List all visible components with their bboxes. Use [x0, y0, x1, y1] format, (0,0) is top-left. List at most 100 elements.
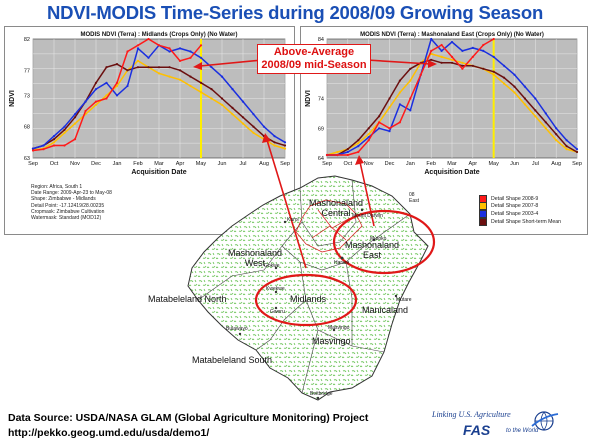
- x-tick-label: Oct: [344, 161, 353, 167]
- data-point: [157, 72, 161, 75]
- data-point: [168, 47, 171, 50]
- data-point: [513, 73, 516, 76]
- region-label: Midlands: [290, 294, 327, 304]
- data-point: [492, 73, 495, 76]
- x-tick-label: Dec: [385, 161, 395, 167]
- data-point: [157, 44, 161, 47]
- mashonaland-east-highlight: [332, 209, 436, 275]
- x-tick-label: Feb: [426, 161, 435, 167]
- x-tick-label: Jan: [406, 161, 415, 167]
- data-point: [565, 148, 568, 151]
- data-point: [440, 55, 443, 58]
- y-tick-label: 68: [24, 125, 30, 131]
- town-label: Gokwe: [264, 263, 280, 269]
- data-point: [147, 37, 150, 41]
- data-point: [105, 81, 108, 84]
- data-point: [378, 127, 381, 130]
- data-point: [388, 106, 391, 109]
- midlands-metadata: Region: Africa, South 1 Date Range: 2009…: [31, 184, 112, 221]
- data-point: [105, 97, 108, 100]
- data-point: [523, 103, 526, 106]
- y-tick-label: 82: [24, 37, 30, 43]
- province-borders: [197, 179, 411, 394]
- data-point: [252, 113, 255, 116]
- mashonaland-east-crop-outline: [295, 199, 363, 253]
- y-tick-label: 84: [318, 37, 324, 43]
- x-tick-label: Nov: [364, 161, 374, 167]
- data-point: [367, 127, 370, 130]
- arrowhead: [355, 155, 364, 165]
- data-point: [136, 47, 140, 50]
- callout-arrow-right: [366, 59, 431, 65]
- metadata-line: East: [409, 198, 420, 205]
- data-point: [84, 109, 87, 113]
- data-point: [73, 122, 77, 125]
- data-point: [523, 85, 526, 88]
- x-tick-label: Apr: [176, 161, 185, 167]
- data-point: [231, 113, 234, 116]
- data-point: [52, 144, 56, 147]
- data-point: [283, 147, 287, 150]
- metadata-line: 08: [409, 192, 415, 198]
- data-point: [199, 91, 203, 94]
- x-tick-label: Sep: [28, 161, 38, 167]
- data-point: [513, 85, 516, 88]
- data-point: [52, 138, 56, 141]
- data-point: [63, 131, 66, 134]
- data-point: [105, 66, 108, 69]
- x-tick-label: May: [488, 161, 499, 167]
- data-point: [115, 84, 119, 88]
- mashonaland-east-metadata: 08 East: [409, 192, 419, 204]
- data-point: [430, 49, 433, 52]
- data-point: [450, 40, 454, 44]
- data-point: [544, 112, 547, 115]
- data-point: [189, 84, 192, 88]
- data-point: [357, 150, 360, 154]
- data-point: [461, 49, 464, 52]
- data-point: [440, 49, 443, 52]
- data-point: [503, 76, 506, 79]
- data-point: [388, 127, 391, 130]
- data-point: [199, 81, 203, 84]
- metadata-line: Shape: Zimbabwe - Midlands: [31, 196, 96, 203]
- arrow-to-mashonaland-chart: [359, 161, 375, 227]
- legend-item: Detail Shape 2007-8: [479, 202, 561, 211]
- y-tick-label: 63: [24, 156, 30, 162]
- data-point: [419, 73, 422, 76]
- x-tick-label: Jul: [532, 161, 539, 167]
- town-label: Masvingo: [328, 325, 350, 331]
- data-point: [168, 50, 171, 53]
- y-tick-label: 69: [318, 126, 324, 132]
- data-point: [534, 115, 537, 118]
- data-point: [378, 115, 381, 118]
- page-title: NDVI-MODIS Time-Series during 2008/09 Gr…: [46, 2, 544, 23]
- fas-logo-tagline: Linking U.S. Agriculture: [432, 410, 511, 419]
- data-point: [555, 133, 558, 136]
- region-label: Matabeleland South: [192, 355, 273, 365]
- x-tick-label: Jan: [113, 161, 122, 167]
- legend-swatch: [479, 194, 487, 203]
- data-point: [42, 144, 45, 147]
- data-point: [450, 58, 454, 61]
- data-point: [357, 139, 360, 142]
- data-point: [357, 145, 360, 148]
- data-point: [325, 153, 329, 157]
- data-point: [241, 116, 245, 119]
- data-point: [461, 61, 464, 64]
- data-point: [31, 147, 35, 150]
- data-point: [461, 64, 464, 67]
- data-point: [210, 97, 213, 100]
- midlands-chart-panel: MODIS NDVI (Terra) : Midlands (Crops Onl…: [4, 26, 295, 235]
- fas-logo-tail: to the World: [506, 428, 539, 434]
- data-point: [168, 66, 171, 69]
- data-point: [252, 125, 255, 128]
- data-point: [523, 97, 526, 100]
- y-tick-label: 74: [318, 97, 324, 103]
- data-point: [168, 75, 171, 78]
- town-label: Karoi: [287, 217, 299, 223]
- data-point: [492, 70, 495, 73]
- data-point: [126, 69, 129, 72]
- data-point: [52, 141, 56, 144]
- data-point: [199, 44, 203, 47]
